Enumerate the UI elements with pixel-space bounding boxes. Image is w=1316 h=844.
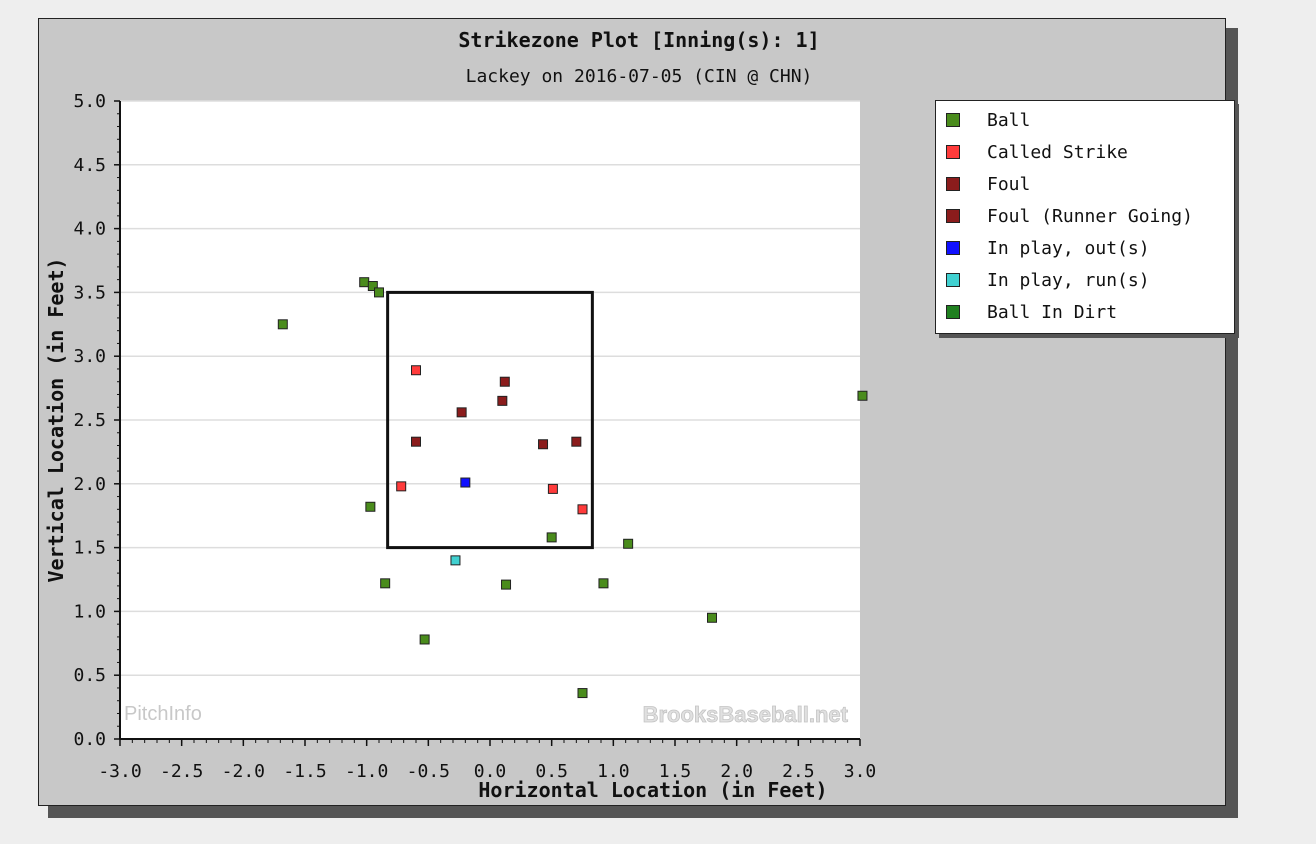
legend-swatch (946, 304, 960, 319)
legend-item: In play, run(s) (946, 271, 1150, 291)
legend-swatch (946, 240, 960, 255)
pitch-point (374, 287, 384, 298)
pitch-point (501, 579, 512, 590)
x-tick-label: -0.5 (407, 761, 450, 782)
strike-zone (386, 290, 594, 550)
watermarks: PitchInfo BrooksBaseball.net (124, 702, 849, 728)
legend-item: Ball (946, 111, 1030, 131)
pitch-point (277, 319, 288, 330)
x-tick-label: -2.5 (160, 761, 203, 782)
x-tick-label: 0.0 (474, 761, 507, 782)
x-tick-label: -2.0 (222, 761, 265, 782)
y-tick-label: 3.5 (73, 282, 106, 303)
y-tick-label: 1.5 (73, 538, 106, 559)
y-tick-label: 4.5 (73, 155, 106, 176)
legend-label: In play, run(s) (987, 270, 1150, 291)
pitch-point (411, 436, 421, 447)
pitch-point (577, 504, 588, 515)
pitch-point (396, 481, 407, 492)
pitch-point (497, 395, 508, 406)
y-tick-label: 5.0 (73, 91, 106, 112)
legend-label: In play, out(s) (987, 238, 1150, 259)
pitch-point (571, 436, 582, 447)
pitch-point (499, 376, 510, 387)
legend-label: Foul (Runner Going) (987, 206, 1193, 227)
legend-swatch (946, 272, 960, 287)
x-tick-label: -1.0 (345, 761, 388, 782)
legend-swatch (946, 208, 960, 223)
y-tick-label: 1.0 (73, 601, 106, 622)
pitch-point (359, 277, 370, 288)
x-tick-label: 2.5 (782, 761, 815, 782)
y-tick-label: 2.5 (73, 410, 106, 431)
legend-label: Ball In Dirt (987, 302, 1118, 323)
y-axis-label: Vertical Location (in Feet) (44, 257, 68, 582)
legend-label: Foul (987, 174, 1031, 195)
legend-label: Called Strike (987, 142, 1128, 163)
legend-label: Ball (987, 110, 1031, 131)
pitch-point (623, 538, 634, 549)
x-tick-label: -3.0 (98, 761, 141, 782)
legend-item: Called Strike (946, 143, 1128, 163)
chart-title: Strikezone Plot [Inning(s): 1] (458, 28, 819, 52)
pitch-point (538, 439, 549, 450)
y-tick-label: 0.0 (73, 729, 106, 750)
pitch-point (460, 477, 471, 488)
y-tick-label: 2.0 (73, 474, 106, 495)
pitch-point (380, 578, 391, 589)
x-tick-label: 0.5 (535, 761, 568, 782)
pitch-point (857, 390, 868, 401)
grid-lines (120, 100, 860, 740)
brooksbaseball-watermark: BrooksBaseball.net (643, 702, 849, 727)
pitch-point (546, 532, 557, 543)
pitch-point (707, 612, 717, 623)
legend-item: Foul (Runner Going) (946, 207, 1193, 227)
pitch-point (419, 634, 430, 645)
pitch-point (365, 501, 376, 512)
legend-item: Ball In Dirt (946, 303, 1117, 323)
legend-item: Foul (946, 175, 1030, 195)
pitch-point (367, 281, 378, 292)
pitch-point (450, 555, 461, 566)
x-tick-label: 1.0 (597, 761, 630, 782)
x-tick-label: -1.5 (283, 761, 326, 782)
axes: 0.0 0.5 1.0 1.5 2.0 2.5 3.0 3.5 4.0 4.5 5.0 -3.0 -2.… (73, 91, 876, 782)
y-tick-label: 0.5 (73, 665, 106, 686)
y-tick-label: 4.0 (73, 219, 106, 240)
pitch-points (277, 277, 868, 699)
pitch-point (411, 365, 421, 376)
x-axis-label: Horizontal Location (in Feet) (478, 778, 827, 802)
pitch-point (598, 578, 609, 589)
legend-item: In play, out(s) (946, 239, 1150, 259)
x-tick-label: 3.0 (844, 761, 877, 782)
legend-swatch (946, 112, 960, 127)
pitchinfo-watermark: PitchInfo (124, 703, 202, 725)
x-tick-label: 2.0 (720, 761, 753, 782)
y-tick-label: 3.0 (73, 346, 106, 367)
pitch-point (547, 483, 558, 494)
legend-swatch (946, 144, 960, 159)
legend: Ball Called Strike Foul Foul (Runner Going)… (935, 100, 1235, 334)
pitch-point (456, 407, 467, 418)
x-tick-label: 1.5 (659, 761, 692, 782)
chart-subtitle: Lackey on 2016-07-05 (CIN @ CHN) (466, 66, 813, 87)
legend-swatch (946, 176, 960, 191)
pitch-point (577, 688, 588, 699)
